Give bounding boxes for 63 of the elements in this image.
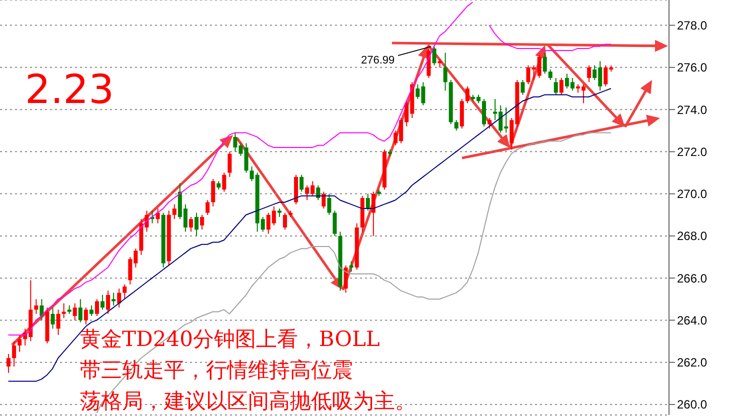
candlestick (206, 200, 210, 216)
candlestick (188, 216, 193, 232)
candlestick (211, 178, 216, 207)
candlestick (112, 292, 116, 306)
y-tick-label: 268.0 (677, 229, 708, 244)
candlestick (89, 304, 94, 316)
candlestick (465, 86, 470, 104)
y-tick-label: 260.0 (677, 398, 708, 412)
candlestick (322, 191, 326, 210)
text: 2.23 (25, 67, 114, 113)
candlestick (222, 172, 226, 192)
candlestick (194, 212, 199, 236)
candlestick (454, 120, 458, 132)
candlestick (316, 184, 320, 201)
candlestick (122, 284, 127, 300)
candlestick (526, 64, 530, 85)
candlestick (332, 210, 337, 236)
candlestick (40, 298, 44, 321)
y-tick-label: 266.0 (677, 271, 708, 286)
candlestick (559, 77, 564, 96)
candlestick (18, 334, 22, 352)
candlestick (84, 307, 88, 325)
candlestick (371, 191, 376, 236)
candlestick (587, 64, 592, 83)
annotation: 276.99 (361, 54, 395, 67)
candlestick (50, 307, 55, 330)
candlestick (244, 142, 248, 174)
y-tick-label: 264.0 (677, 313, 708, 328)
candlestick (117, 288, 122, 308)
candlestick (200, 214, 204, 230)
candlestick (344, 264, 348, 294)
y-tick-label: 276.0 (677, 60, 708, 75)
y-tick-label: 278.0 (677, 18, 708, 33)
y-tick-label: 274.0 (677, 102, 708, 117)
candlestick (228, 151, 232, 178)
candlestick (100, 294, 105, 310)
candlestick (6, 353, 11, 374)
y-tick-label: 270.0 (677, 187, 708, 202)
candlestick (548, 69, 552, 81)
candlestick (282, 212, 287, 230)
candlestick (443, 52, 448, 92)
candlestick (554, 77, 558, 96)
candlestick (172, 204, 176, 220)
candlestick (34, 298, 38, 314)
candlestick (94, 298, 99, 316)
candlestick (106, 290, 110, 314)
annotation: 黄金TD240分钟图上看，BOLL带三轨走平，行情维持高位震荡格局，建议以区间高抛低吸为主。 (80, 327, 416, 413)
candlestick (12, 340, 16, 368)
candlestick (542, 52, 547, 74)
candlestick (56, 309, 60, 336)
candlestick (349, 260, 354, 272)
candlestick (72, 302, 77, 321)
candlestick (520, 80, 525, 96)
candlestick (327, 193, 332, 216)
candlestick (366, 193, 370, 212)
y-tick-label: 262.0 (677, 356, 708, 370)
y-tick-label: 272.0 (677, 144, 708, 159)
candlestick (62, 302, 66, 319)
candlestick (432, 46, 436, 66)
candlestick (488, 117, 492, 130)
candlestick (482, 98, 486, 127)
candlestick (300, 174, 304, 192)
candlestick (78, 298, 82, 323)
